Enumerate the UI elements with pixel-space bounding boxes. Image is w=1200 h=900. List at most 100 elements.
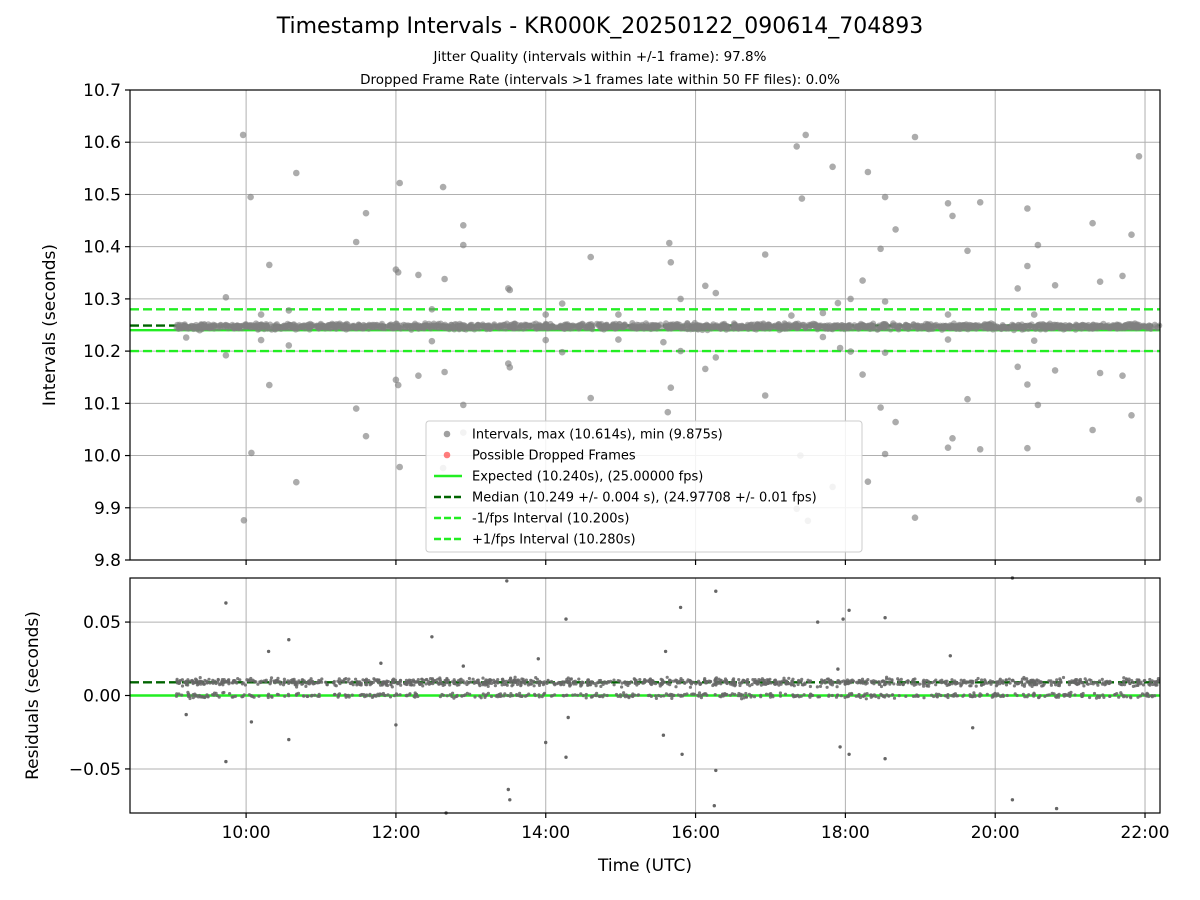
residual-point	[343, 693, 347, 697]
interval-point	[587, 253, 594, 261]
residual-point	[799, 679, 803, 684]
residual-point	[869, 679, 873, 684]
residual-point	[368, 692, 372, 696]
residual-point	[935, 695, 940, 699]
residual-point	[703, 678, 707, 682]
residual-point	[266, 694, 270, 698]
residual-point	[779, 680, 783, 685]
residual-point	[564, 755, 568, 759]
interval-point	[859, 371, 866, 378]
residual-point	[1032, 680, 1036, 684]
residual-point	[906, 679, 910, 683]
interval-point	[761, 392, 769, 399]
residual-point	[1013, 692, 1017, 696]
residual-point	[448, 683, 452, 687]
residual-point	[1136, 683, 1140, 688]
residual-point	[216, 677, 220, 682]
interval-point	[1135, 153, 1143, 160]
residual-point	[208, 681, 212, 685]
residual-point	[506, 787, 510, 792]
interval-point	[338, 323, 345, 330]
interval-point	[333, 325, 340, 332]
residual-point	[177, 681, 181, 685]
residual-point	[672, 693, 676, 698]
residual-point	[970, 679, 974, 683]
residual-point	[568, 681, 572, 685]
interval-point	[457, 324, 464, 331]
interval-point	[482, 324, 489, 330]
residual-point	[1153, 694, 1157, 698]
residual-point	[493, 684, 497, 688]
interval-point	[892, 322, 899, 329]
residual-point	[738, 681, 742, 685]
residual-point	[713, 682, 717, 687]
residual-point	[386, 693, 390, 697]
residual-point	[194, 694, 198, 698]
residual-point	[468, 692, 472, 696]
residual-point	[721, 692, 725, 696]
residual-point	[904, 694, 908, 699]
interval-point	[1154, 325, 1161, 331]
interval-point	[667, 259, 675, 266]
residual-point	[455, 683, 459, 687]
interval-point	[460, 222, 467, 229]
residual-point	[644, 679, 648, 683]
residual-point	[1120, 683, 1124, 687]
interval-point	[911, 514, 919, 521]
residual-point	[815, 685, 820, 689]
residual-point	[760, 677, 765, 681]
intervals-ytick-label: 10.0	[83, 447, 121, 467]
residual-point	[347, 677, 351, 681]
residual-point	[961, 681, 965, 685]
residual-point	[475, 678, 480, 682]
residual-point	[412, 683, 416, 687]
residual-point	[421, 684, 425, 688]
interval-point	[211, 325, 218, 332]
residual-point	[251, 678, 255, 682]
residual-point	[527, 692, 531, 696]
residual-point	[544, 740, 548, 745]
residual-point	[174, 694, 179, 698]
interval-point	[293, 169, 300, 177]
interval-point	[949, 212, 956, 220]
residual-point	[690, 681, 694, 685]
residual-point	[534, 676, 538, 680]
interval-point	[392, 376, 400, 384]
residual-point	[526, 683, 531, 687]
interval-point	[1135, 496, 1143, 503]
residual-point	[577, 677, 581, 681]
residual-point	[1050, 691, 1054, 696]
residual-point	[465, 682, 469, 687]
residual-point	[943, 694, 947, 698]
residual-point	[622, 691, 626, 695]
residual-point	[1008, 681, 1012, 685]
residual-point	[436, 677, 440, 681]
interval-point	[587, 394, 594, 402]
residual-point	[520, 677, 524, 681]
residual-point	[864, 697, 868, 701]
interval-point	[881, 323, 888, 330]
residual-point	[377, 678, 381, 682]
interval-point	[558, 300, 566, 307]
residual-point	[483, 683, 487, 687]
interval-point	[1122, 324, 1129, 331]
residual-point	[856, 681, 860, 685]
residual-point	[269, 694, 274, 699]
residual-point	[946, 693, 950, 697]
intervals-ytick-label: 10.2	[83, 342, 121, 362]
residual-point	[859, 679, 864, 683]
interval-point	[1014, 363, 1021, 371]
dropped-frame-subtitle: Dropped Frame Rate (intervals >1 frames …	[360, 72, 840, 88]
residual-point	[680, 752, 684, 756]
intervals-ytick-label: 10.4	[83, 238, 121, 258]
residual-point	[923, 681, 927, 685]
residual-point	[944, 681, 948, 685]
residual-point	[605, 693, 609, 698]
residual-point	[1123, 683, 1127, 687]
interval-point	[428, 337, 436, 345]
residual-point	[965, 680, 969, 684]
residual-point	[397, 680, 401, 684]
residual-point	[1089, 681, 1093, 686]
residual-point	[1122, 694, 1126, 698]
interval-point	[240, 517, 248, 524]
